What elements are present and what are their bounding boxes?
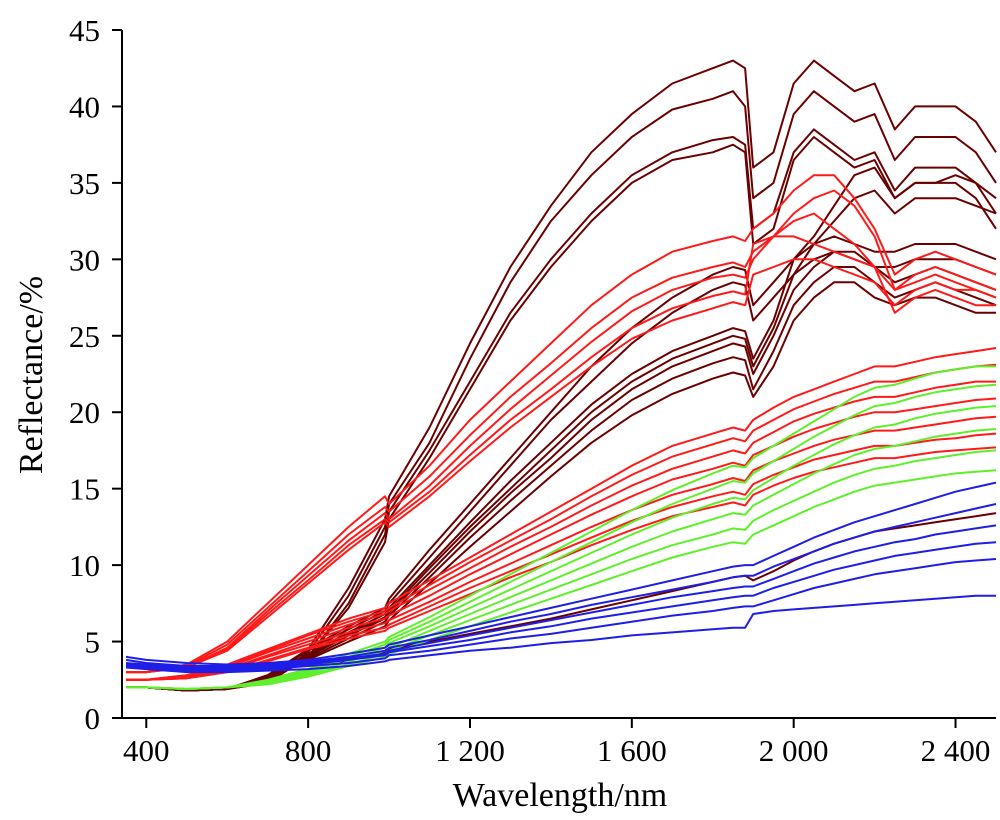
x-tick-label: 1 600 <box>597 733 667 768</box>
y-tick-label: 0 <box>85 701 101 736</box>
spectrum-line-group2-10 <box>126 415 997 681</box>
x-tick-label: 2 400 <box>921 733 991 768</box>
y-axis-ticks: 0 5 10 15 20 25 30 35 40 45 <box>69 13 122 736</box>
x-axis-title: Wavelength/nm <box>453 777 667 814</box>
y-tick-label: 5 <box>85 625 101 660</box>
y-tick-label: 30 <box>69 242 100 277</box>
y-tick-label: 20 <box>69 395 100 430</box>
spectrum-line-group2-9 <box>126 397 997 681</box>
spectrum-line-group4-4 <box>125 541 997 671</box>
spectrum-line-group4-1 <box>125 481 997 666</box>
spectrum-line-group3-4 <box>126 428 997 690</box>
spectrum-line-group3-6 <box>126 469 997 690</box>
spectrum-line-group4-2 <box>125 503 997 667</box>
x-tick-label: 1 200 <box>435 733 505 768</box>
spectrum-line-group2-7 <box>126 363 997 681</box>
spectrum-line-group2-1 <box>126 174 997 674</box>
y-axis-title: Reflectance/% <box>13 276 50 474</box>
spectrum-line-group2-12 <box>126 446 997 681</box>
spectrum-line-group4-3 <box>125 524 997 669</box>
spectrum-line-group1-11 <box>126 281 996 692</box>
y-tick-label: 45 <box>69 13 100 48</box>
spectrum-line-group2-3 <box>126 212 996 674</box>
spectrum-line-group1-7 <box>126 166 997 692</box>
spectrum-line-group2-4 <box>126 235 997 674</box>
spectrum-line-group1-8 <box>126 189 997 692</box>
y-tick-label: 25 <box>69 319 100 354</box>
spectrum-line-group2-6 <box>126 347 997 681</box>
x-tick-label: 400 <box>123 733 170 768</box>
axes <box>121 30 996 719</box>
spectrum-line-group2-2 <box>126 189 997 674</box>
y-tick-label: 35 <box>69 166 100 201</box>
spectrum-line-group2-5 <box>126 258 997 674</box>
x-tick-label: 800 <box>285 733 332 768</box>
spectrum-line-group3-1 <box>126 365 996 690</box>
spectrum-line-group2-8 <box>126 380 996 681</box>
x-tick-label: 2 000 <box>759 733 829 768</box>
y-tick-label: 15 <box>69 472 100 507</box>
series-layer <box>125 59 997 692</box>
spectrum-line-group3-5 <box>126 449 997 690</box>
y-tick-label: 10 <box>69 548 100 583</box>
spectrum-line-group4-5 <box>125 558 997 672</box>
x-axis-ticks: 400 800 1 200 1 600 2 000 2 400 <box>123 718 990 768</box>
spectrum-line-group4-6 <box>125 594 996 674</box>
y-tick-label: 40 <box>69 89 100 124</box>
spectrum-line-group1-10 <box>126 266 997 692</box>
spectrum-line-group3-3 <box>126 405 997 690</box>
